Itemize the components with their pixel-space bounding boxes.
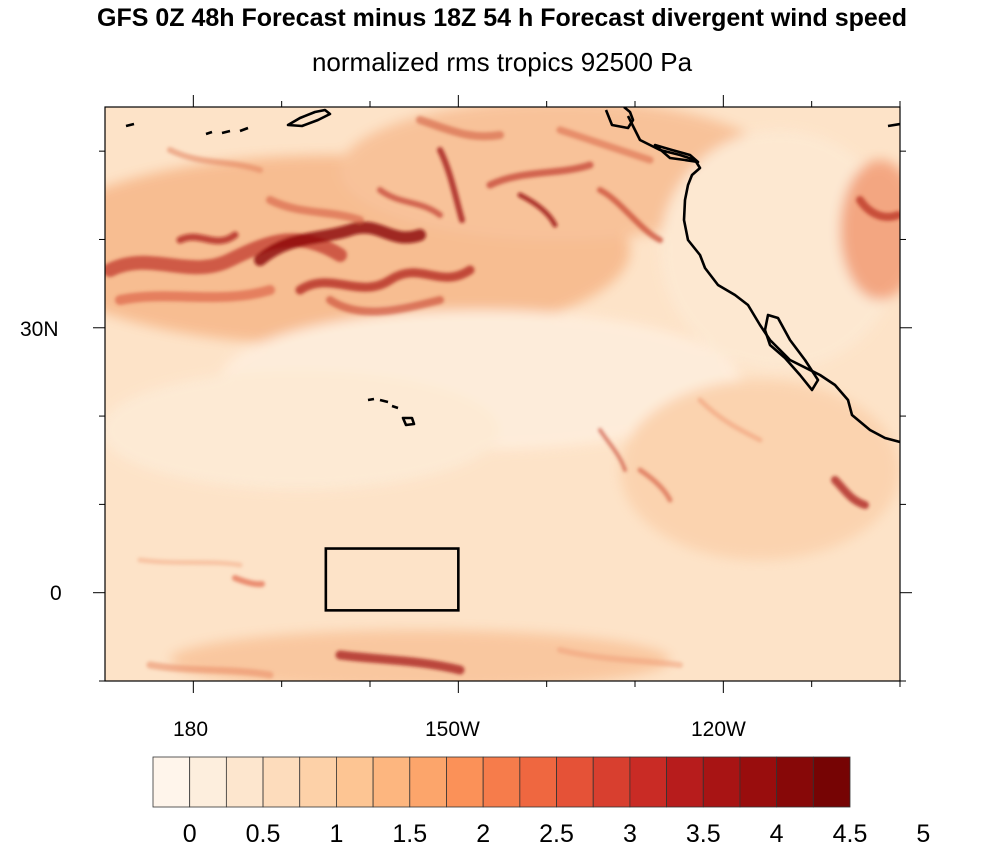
region-box <box>324 547 460 612</box>
colorbar-label: 4 <box>769 820 784 848</box>
lon-label-180: 180 <box>173 718 209 741</box>
colorbar-swatch <box>299 756 337 808</box>
colorbar-label: 5 <box>916 820 931 848</box>
colorbar-label: 2.5 <box>539 820 574 848</box>
colorbar-label: 4.5 <box>832 820 868 848</box>
colorbar-label: 1 <box>329 820 344 848</box>
colorbar-swatch <box>446 756 484 808</box>
axis-ticks <box>93 95 912 693</box>
colorbar-swatch <box>262 756 301 808</box>
colorbar-label: 2 <box>476 820 491 848</box>
colorbar-label: 0.5 <box>245 820 281 848</box>
colorbar-swatch <box>776 756 814 808</box>
colorbar-label: 1.5 <box>392 820 428 848</box>
colorbar-swatch <box>225 756 264 808</box>
colorbar-swatch <box>482 756 521 808</box>
coastline <box>125 107 900 444</box>
colorbar-swatch <box>629 756 667 808</box>
colorbar-swatch <box>519 756 557 808</box>
lat-label-0: 0 <box>50 582 62 605</box>
colorbar-swatch <box>336 756 374 808</box>
lon-label-150w: 150W <box>425 718 480 741</box>
colorbar-swatch <box>666 756 704 808</box>
map-subtitle: normalized rms tropics 92500 Pa <box>311 47 693 77</box>
colorbar-label: 3 <box>622 820 637 848</box>
colorbar <box>152 756 851 808</box>
colorbar-swatch <box>189 756 227 808</box>
colorbar-swatch <box>812 756 851 808</box>
colorbar-swatch <box>739 756 778 808</box>
lon-label-120w: 120W <box>691 718 746 741</box>
colorbar-label: 0 <box>182 820 197 848</box>
map-frame <box>104 106 901 682</box>
field-shading <box>105 107 900 681</box>
colorbar-swatch <box>409 756 447 808</box>
map-title: GFS 0Z 48h Forecast minus 18Z 54 h Forec… <box>97 4 907 32</box>
colorbar-swatch <box>702 756 741 808</box>
colorbar-swatch <box>556 756 594 808</box>
lat-label-30n: 30N <box>20 318 59 341</box>
colorbar-swatch <box>592 756 631 808</box>
colorbar-swatch <box>152 756 191 808</box>
colorbar-swatch <box>372 756 411 808</box>
colorbar-label: 3.5 <box>685 820 721 848</box>
